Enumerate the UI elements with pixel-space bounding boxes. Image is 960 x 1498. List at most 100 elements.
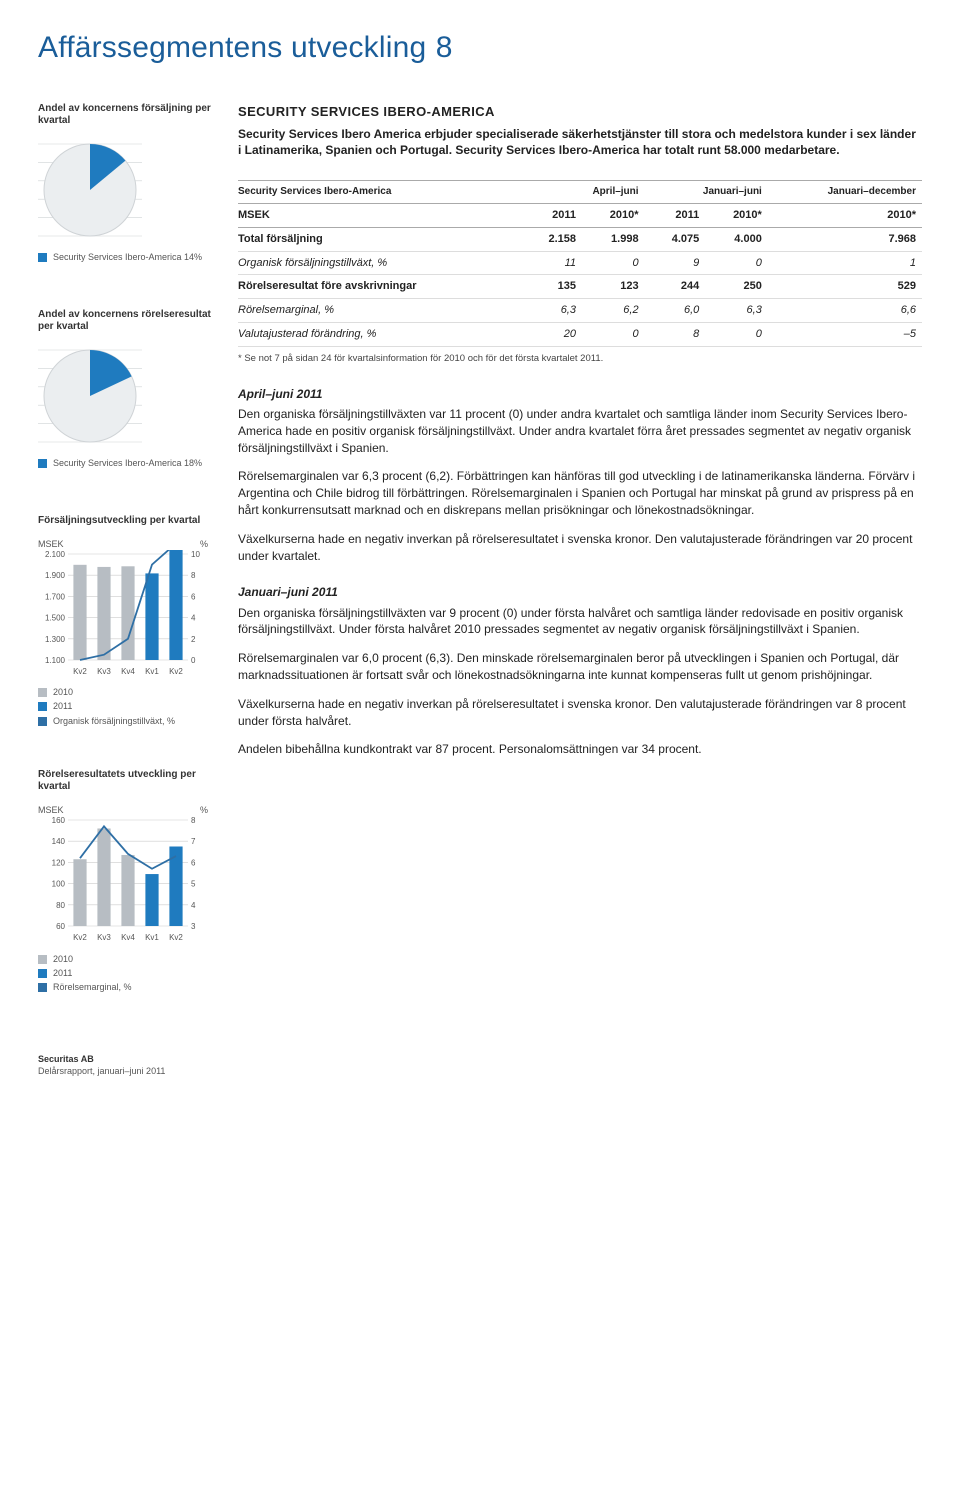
table-sub: MSEK: [238, 203, 521, 227]
footer-report: Delårsrapport, januari–juni 2011: [38, 1065, 922, 1077]
table-cell: 8: [645, 323, 706, 347]
svg-text:1.900: 1.900: [45, 571, 66, 580]
table-row: Rörelseresultat före avskrivningar135123…: [238, 275, 922, 299]
svg-text:Kv3: Kv3: [97, 667, 111, 676]
table-sub: 2010*: [768, 203, 922, 227]
body-paragraph: Den organiska försäljningstillväxten var…: [238, 406, 922, 456]
legend-swatch: [38, 253, 47, 262]
page-title: Affärssegmentens utveckling: [38, 31, 426, 64]
result-dev-title: Rörelseresultatets utveckling per kvarta…: [38, 769, 214, 794]
legend-swatch: [38, 717, 47, 726]
svg-text:80: 80: [56, 901, 65, 910]
axis-right-label: %: [200, 804, 208, 816]
intro-text: Security Services Ibero America erbjuder…: [238, 126, 922, 158]
svg-text:2.100: 2.100: [45, 550, 66, 559]
table-sub: 2011: [645, 203, 706, 227]
table-title: Security Services Ibero-America: [238, 181, 521, 204]
axis-left-label: MSEK: [38, 804, 64, 816]
table-row: Total försäljning2.1581.9984.0754.0007.9…: [238, 227, 922, 251]
svg-text:6: 6: [191, 592, 196, 601]
legend-swatch: [38, 969, 47, 978]
legend-row: Rörelsemarginal, %: [38, 982, 214, 993]
table-cell: 0: [582, 251, 645, 275]
table-cell: 20: [521, 323, 582, 347]
legend-row: 2010: [38, 687, 214, 698]
legend-row: 2011: [38, 968, 214, 979]
legend-label: 2010: [53, 954, 73, 965]
svg-text:4: 4: [191, 613, 196, 622]
body-paragraph: Rörelsemarginalen var 6,0 procent (6,3).…: [238, 650, 922, 684]
axis-right-label: %: [200, 538, 208, 550]
table-footnote: * Se not 7 på sidan 24 för kvartalsinfor…: [238, 353, 922, 366]
svg-text:5: 5: [191, 880, 196, 889]
table-sub: 2010*: [582, 203, 645, 227]
svg-text:Kv4: Kv4: [121, 933, 135, 942]
table-cell: 6,0: [645, 299, 706, 323]
svg-text:2: 2: [191, 634, 196, 643]
svg-text:Kv3: Kv3: [97, 933, 111, 942]
table-row: Organisk försäljningstillväxt, %110901: [238, 251, 922, 275]
table-row: Rörelsemarginal, %6,36,26,06,36,6: [238, 299, 922, 323]
section-heading: April–juni 2011: [238, 386, 922, 402]
table-cell: 9: [645, 251, 706, 275]
table-group: April–juni: [521, 181, 644, 204]
sales-dev-title: Försäljningsutveckling per kvartal: [38, 515, 214, 528]
footer-company: Securitas AB: [38, 1053, 922, 1065]
table-cell: 1: [768, 251, 922, 275]
svg-text:120: 120: [52, 858, 66, 867]
share-result-block: Andel av koncernens rörelseresultat per …: [38, 309, 214, 469]
svg-text:1.700: 1.700: [45, 592, 66, 601]
legend-label: 2011: [53, 701, 72, 712]
body-paragraph: Rörelsemarginalen var 6,3 procent (6,2).…: [238, 468, 922, 518]
sales-dev-block: Försäljningsutveckling per kvartal MSEK …: [38, 515, 214, 727]
table-cell: 250: [705, 275, 768, 299]
table-cell: 135: [521, 275, 582, 299]
svg-text:Kv2: Kv2: [169, 933, 183, 942]
svg-text:6: 6: [191, 858, 196, 867]
table-cell: 6,3: [705, 299, 768, 323]
svg-text:0: 0: [191, 656, 196, 665]
sales-dev-legend: 20102011Organisk försäljningstillväxt, %: [38, 687, 214, 727]
table-sub: 2011: [521, 203, 582, 227]
svg-text:1.100: 1.100: [45, 656, 66, 665]
body-paragraph: Den organiska försäljningstillväxten var…: [238, 605, 922, 639]
legend-label: Security Services Ibero-America 14%: [53, 252, 202, 263]
table-cell: 123: [582, 275, 645, 299]
sales-dev-chart: 2.100101.90081.70061.50041.30021.1000Kv2…: [38, 550, 208, 685]
segment-table: Security Services Ibero-America April–ju…: [238, 180, 922, 347]
table-cell: –5: [768, 323, 922, 347]
svg-text:Kv2: Kv2: [73, 667, 87, 676]
table-row-label: Rörelsemarginal, %: [238, 299, 521, 323]
table-row-label: Organisk försäljningstillväxt, %: [238, 251, 521, 275]
page-number: 8: [436, 28, 453, 69]
legend-swatch: [38, 459, 47, 468]
legend-swatch: [38, 702, 47, 711]
legend-swatch: [38, 983, 47, 992]
table-row-label: Rörelseresultat före avskrivningar: [238, 275, 521, 299]
result-dev-chart: 1608140712061005804603Kv2Kv3Kv4Kv1Kv2: [38, 816, 208, 951]
body-paragraph: Växelkurserna hade en negativ inverkan p…: [238, 531, 922, 565]
svg-text:8: 8: [191, 571, 196, 580]
table-group: Januari–juni: [645, 181, 768, 204]
body-paragraph: Andelen bibehållna kundkontrakt var 87 p…: [238, 741, 922, 758]
table-cell: 1.998: [582, 227, 645, 251]
svg-text:7: 7: [191, 837, 196, 846]
table-cell: 0: [582, 323, 645, 347]
legend-label: 2010: [53, 687, 73, 698]
legend-row: 2010: [38, 954, 214, 965]
svg-text:10: 10: [191, 550, 200, 559]
table-sub: 2010*: [705, 203, 768, 227]
share-result-pie: [38, 344, 142, 448]
svg-text:Kv2: Kv2: [73, 933, 87, 942]
svg-text:1.500: 1.500: [45, 613, 66, 622]
section-heading: Januari–juni 2011: [238, 584, 922, 600]
table-cell: 6,2: [582, 299, 645, 323]
legend-row: 2011: [38, 701, 214, 712]
svg-text:4: 4: [191, 901, 196, 910]
table-cell: 244: [645, 275, 706, 299]
svg-text:Kv1: Kv1: [145, 667, 159, 676]
legend-label: Rörelsemarginal, %: [53, 982, 132, 993]
result-dev-legend: 2010 2011 Rörelsemarginal, %: [38, 954, 214, 994]
legend-swatch: [38, 688, 47, 697]
share-sales-block: Andel av koncernens försäljning per kvar…: [38, 103, 214, 263]
